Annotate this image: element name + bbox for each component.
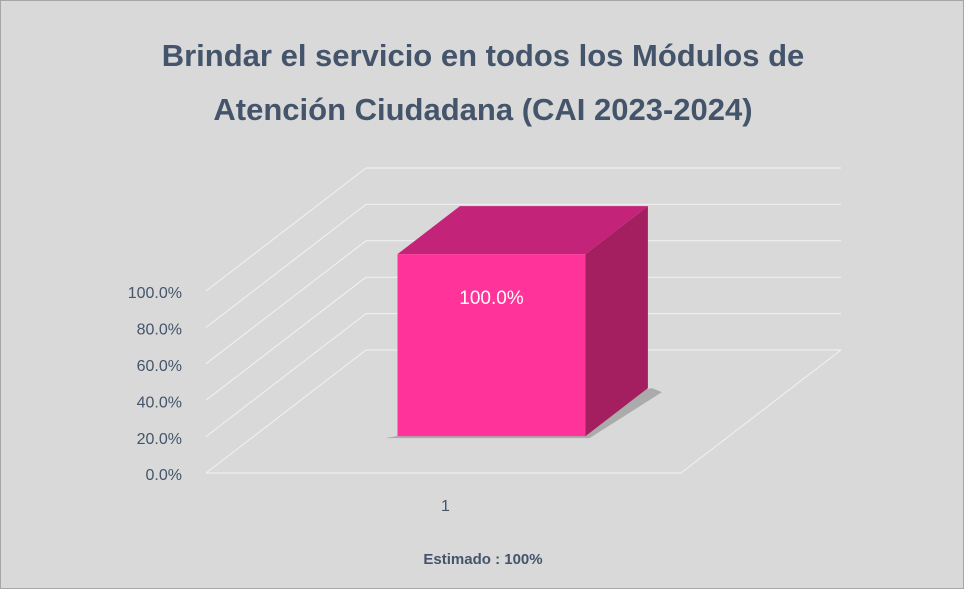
grid-line bbox=[205, 204, 367, 328]
floor-line bbox=[680, 349, 842, 474]
grid-line bbox=[205, 240, 367, 365]
y-tick-label: 60.0% bbox=[137, 358, 182, 375]
y-tick-label: 40.0% bbox=[137, 394, 182, 411]
data-label: 100.0% bbox=[459, 288, 524, 309]
x-tick-label: 1 bbox=[441, 498, 450, 515]
y-tick-label: 20.0% bbox=[137, 431, 182, 448]
y-tick-label: 0.0% bbox=[146, 467, 182, 484]
x-axis-label: Estimado : 100% bbox=[423, 551, 542, 568]
grid-line bbox=[205, 167, 367, 292]
y-tick-label: 100.0% bbox=[128, 285, 182, 302]
grid-line bbox=[205, 276, 367, 401]
bar-side bbox=[585, 206, 648, 437]
bar-top bbox=[397, 206, 648, 255]
grid-line bbox=[205, 349, 367, 474]
chart-title: Brindar el servicio en todos los Módulos… bbox=[161, 38, 805, 127]
bar bbox=[397, 254, 586, 437]
grid-line bbox=[205, 313, 367, 437]
y-tick-label: 80.0% bbox=[137, 322, 182, 339]
